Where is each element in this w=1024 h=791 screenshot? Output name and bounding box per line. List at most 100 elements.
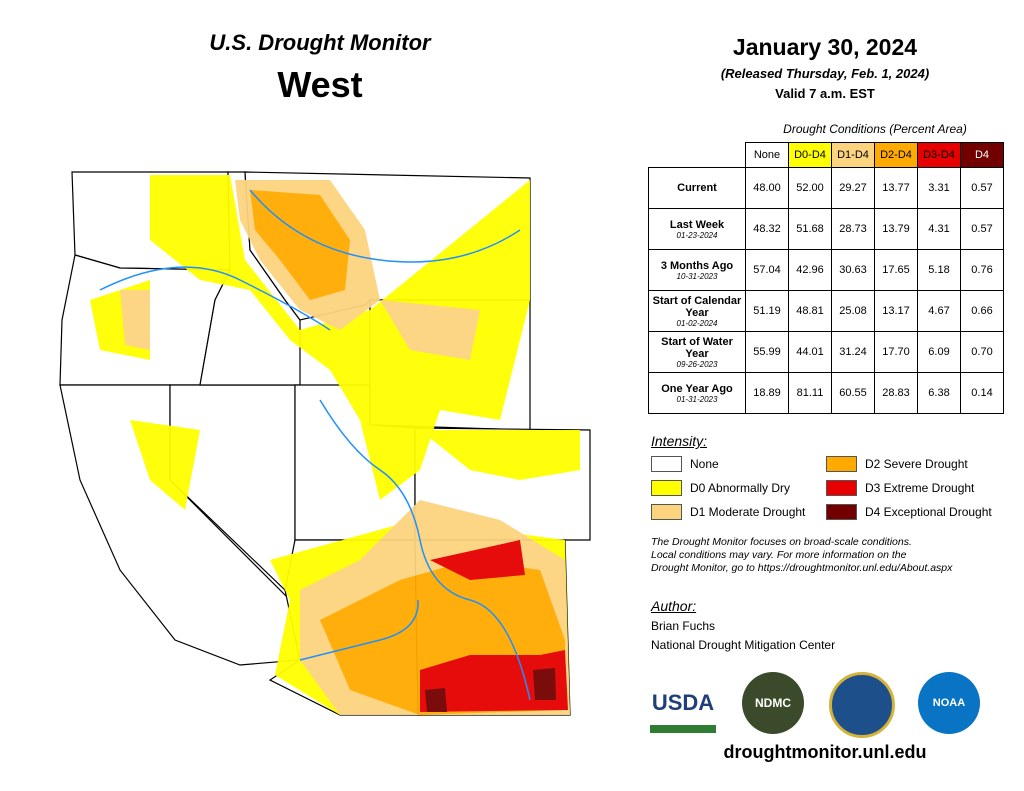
column-header: D1-D4 <box>831 142 875 168</box>
map <box>59 171 591 716</box>
cell: 18.89 <box>745 372 789 414</box>
valid-time: Valid 7 a.m. EST <box>775 86 875 101</box>
cell: 57.04 <box>745 249 789 291</box>
logo: NDMC <box>742 672 804 734</box>
cell: 0.57 <box>960 208 1004 250</box>
cell: 60.55 <box>831 372 875 414</box>
cell: 6.38 <box>917 372 961 414</box>
legend-label: D2 Severe Drought <box>865 457 968 471</box>
note-line: The Drought Monitor focuses on broad-sca… <box>651 536 912 548</box>
cell: 0.57 <box>960 167 1004 209</box>
legend-item: None <box>651 456 719 472</box>
legend-label: D0 Abnormally Dry <box>690 481 791 495</box>
cell: 4.31 <box>917 208 961 250</box>
table-row: Start of Water Year 09-26-2023 55.99 44.01 3… <box>648 331 1004 373</box>
cell: 31.24 <box>831 331 875 373</box>
legend-item: D3 Extreme Drought <box>826 480 974 496</box>
legend-label: None <box>690 457 719 471</box>
column-header: None <box>745 142 789 168</box>
cell: 17.70 <box>874 331 918 373</box>
legend-swatch <box>826 480 857 496</box>
row-label: Current <box>648 167 746 209</box>
region-title: West <box>277 64 363 105</box>
cell: 81.11 <box>788 372 832 414</box>
legend-label: D1 Moderate Drought <box>690 505 806 519</box>
cell: 13.17 <box>874 290 918 332</box>
column-header: D3-D4 <box>917 142 961 168</box>
table-row: 3 Months Ago 10-31-2023 57.04 42.96 30.63 17.… <box>648 249 1004 291</box>
row-date: 09-26-2023 <box>676 359 718 369</box>
cell: 17.65 <box>874 249 918 291</box>
program-title: U.S. Drought Monitor <box>209 30 431 55</box>
author-org: National Drought Mitigation Center <box>651 638 836 652</box>
cell: 42.96 <box>788 249 832 291</box>
cell: 0.70 <box>960 331 1004 373</box>
header-row: None D0-D4 D1-D4 D2-D4 D3-D4 D4 <box>649 142 1004 168</box>
row-name: Current <box>677 182 717 194</box>
note-line: Drought Monitor, go to https://droughtmo… <box>651 562 953 574</box>
legend-swatch <box>651 456 682 472</box>
row-date: 01-31-2023 <box>676 394 718 404</box>
cell: 51.68 <box>788 208 832 250</box>
legend-item: D2 Severe Drought <box>826 456 968 472</box>
conditions-table: None D0-D4 D1-D4 D2-D4 D3-D4 D4 Current 48.00 52… <box>648 142 1004 414</box>
cell: 28.83 <box>874 372 918 414</box>
cell: 48.81 <box>788 290 832 332</box>
row-date: 01-23-2024 <box>676 230 718 240</box>
row-label: Last Week 01-23-2024 <box>648 208 746 250</box>
author-heading: Author: <box>651 598 697 614</box>
row-name: Start of Calendar Year <box>652 294 742 319</box>
table-row: Start of Calendar Year 01-02-2024 51.19 48.… <box>648 290 1004 332</box>
row-name: 3 Months Ago <box>660 259 734 272</box>
table-row: Current 48.00 52.00 29.27 13.77 3.31 0.57 <box>648 167 1004 209</box>
legend-title: Intensity: <box>651 433 708 449</box>
column-header: D0-D4 <box>788 142 832 168</box>
cell: 44.01 <box>788 331 832 373</box>
legend-swatch <box>651 504 682 520</box>
author-name: Brian Fuchs <box>651 619 716 633</box>
cell: 55.99 <box>745 331 789 373</box>
corner-cell <box>649 143 746 168</box>
cell: 48.00 <box>745 167 789 209</box>
row-label: One Year Ago 01-31-2023 <box>648 372 746 414</box>
cell: 52.00 <box>788 167 832 209</box>
row-date: 01-02-2024 <box>676 318 718 328</box>
logo <box>829 672 895 738</box>
row-label: 3 Months Ago 10-31-2023 <box>648 249 746 291</box>
cell: 48.32 <box>745 208 789 250</box>
logo: USDA <box>650 680 716 733</box>
table-row: One Year Ago 01-31-2023 18.89 81.11 60.55 28.… <box>648 372 1004 414</box>
cell: 0.76 <box>960 249 1004 291</box>
cell: 5.18 <box>917 249 961 291</box>
cell: 28.73 <box>831 208 875 250</box>
cell: 30.63 <box>831 249 875 291</box>
column-header: D4 <box>960 142 1004 168</box>
cell: 25.08 <box>831 290 875 332</box>
logo: NOAA <box>918 672 980 734</box>
row-name: One Year Ago <box>661 382 733 395</box>
legend-item: D0 Abnormally Dry <box>651 480 790 496</box>
legend-label: D4 Exceptional Drought <box>865 505 992 519</box>
note: The Drought Monitor focuses on broad-sca… <box>651 536 952 575</box>
row-name: Start of Water Year <box>661 335 733 360</box>
url: droughtmonitor.unl.edu <box>723 742 927 762</box>
date-title: January 30, 2024 <box>732 34 918 60</box>
cell: 13.77 <box>874 167 918 209</box>
legend-item: D4 Exceptional Drought <box>826 504 992 520</box>
cell: 4.67 <box>917 290 961 332</box>
release-date: (Released Thursday, Feb. 1, 2024) <box>720 66 930 81</box>
cell: 29.27 <box>831 167 875 209</box>
row-name: Last Week <box>669 218 725 231</box>
row-date: 10-31-2023 <box>676 271 718 281</box>
cell: 13.79 <box>874 208 918 250</box>
legend-swatch <box>651 480 682 496</box>
row-label: Start of Water Year 09-26-2023 <box>648 331 746 373</box>
cell: 51.19 <box>745 290 789 332</box>
cell: 0.14 <box>960 372 1004 414</box>
cell: 3.31 <box>917 167 961 209</box>
note-line: Local conditions may vary. For more info… <box>651 549 907 561</box>
legend-swatch <box>826 504 857 520</box>
cell: 6.09 <box>917 331 961 373</box>
column-header: D2-D4 <box>874 142 918 168</box>
